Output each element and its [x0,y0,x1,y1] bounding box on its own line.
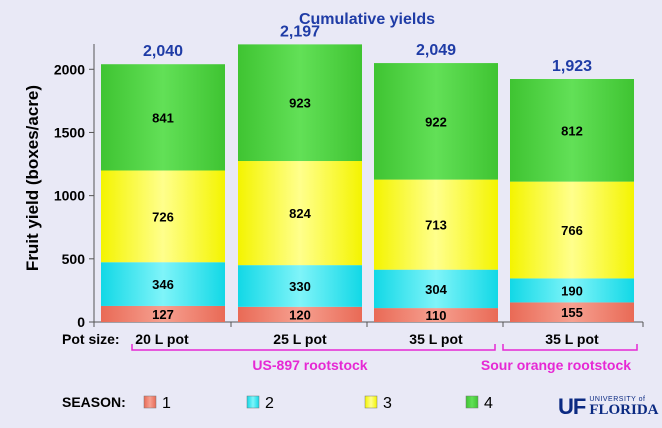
bar-total-label: 2,197 [280,23,320,40]
legend-label: 4 [484,395,493,412]
legend-swatch [246,395,260,409]
bar-value-label: 190 [561,283,583,298]
x-tick-label: 20 L pot [135,331,189,347]
y-tick-label: 500 [62,251,86,267]
y-axis-label: Fruit yield (boxes/acre) [23,85,42,271]
bar-value-label: 713 [425,218,447,233]
group-bracket [131,344,496,351]
bar-segment [238,265,362,307]
group-label: US-897 rootstock [252,357,367,373]
bar-segment [101,262,225,306]
legend-label: 2 [265,395,274,412]
bar-segment [238,306,362,322]
bar-segment [101,305,225,322]
x-tick-label: 35 L pot [545,331,599,347]
bar-value-label: 923 [289,96,311,111]
legend: SEASON: 1 2 3 4 [62,394,493,412]
x-labels: 20 L pot 25 L pot 35 L pot 35 L pot [93,322,644,347]
bar-value-label: 726 [152,209,174,224]
bar-total-label: 2,049 [416,42,456,59]
bar-value-label: 766 [561,223,583,238]
y-ticks: 0 500 1000 1500 2000 [54,61,94,330]
uf-logo: UF UNIVERSITY of FLORIDA [558,394,659,420]
chart-title: Cumulative yields [299,11,435,28]
bar-segment [510,79,634,182]
group-bracket [502,344,638,351]
pot-size-label: Pot size: [62,331,120,347]
bar-value-label: 922 [425,114,447,129]
rootstock-groups: US-897 rootstock Sour orange rootstock [131,344,638,373]
bar-value-label: 155 [561,305,583,320]
x-tick-label: 25 L pot [273,331,327,347]
logo-uf-mark: UF [558,394,586,419]
bar-segment [374,269,498,309]
y-tick-label: 0 [77,314,85,330]
legend-swatch [143,395,157,409]
bar-value-label: 824 [289,206,311,221]
bar-total-label: 1,923 [552,58,592,75]
bar-value-label: 330 [289,279,311,294]
bar-value-label: 127 [152,307,174,322]
bar-value-label: 841 [152,110,174,125]
bar-segment [374,179,498,270]
bar-segment [374,308,498,322]
bar-value-label: 120 [289,307,311,322]
bar-value-label: 304 [425,282,447,297]
logo-florida: FLORIDA [589,402,659,418]
y-tick-label: 1000 [54,188,85,204]
bar-value-label: 110 [426,308,447,323]
y-tick-label: 1500 [54,124,85,140]
legend-swatch [465,395,479,409]
bar-value-label: 812 [561,123,583,138]
x-tick-label: 35 L pot [409,331,463,347]
legend-label: 1 [162,395,171,412]
bar-segment [101,64,225,171]
bar-segment [238,44,362,162]
bars: 127 346 726 841 2,040 120 330 824 923 2,197 110 304… [101,23,634,323]
bar-value-label: 346 [152,277,174,292]
bar-segment [510,278,634,303]
legend-label: 3 [383,395,392,412]
bar-segment [374,63,498,180]
legend-title: SEASON: [62,394,126,410]
y-tick-label: 2000 [54,61,85,77]
bar-total-label: 2,040 [143,43,183,60]
legend-swatch [364,395,378,409]
group-label: Sour orange rootstock [481,357,631,373]
bar-segment [238,161,362,266]
bar-segment [101,170,225,263]
bar-segment [510,181,634,279]
logo-university-of: UNIVERSITY of [589,396,646,403]
bar-segment [510,302,634,322]
